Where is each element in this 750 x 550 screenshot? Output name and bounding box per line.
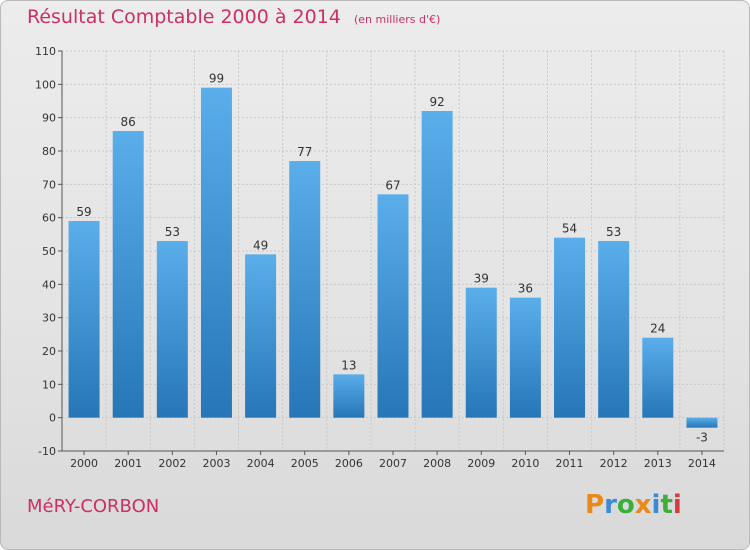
bar [245, 254, 277, 418]
logo-letter: x [634, 490, 652, 520]
x-tick-label: 2008 [423, 457, 451, 470]
bar [68, 221, 100, 418]
x-tick-label: 2001 [114, 457, 142, 470]
data-label: 39 [474, 272, 489, 286]
bar [289, 161, 321, 418]
x-tick-label: 2012 [600, 457, 628, 470]
data-label: 53 [165, 225, 180, 239]
data-label: 24 [650, 322, 665, 336]
y-tick-label: 60 [42, 212, 56, 225]
bars [68, 87, 718, 428]
y-tick-label: 90 [42, 112, 56, 125]
data-label: 77 [297, 145, 312, 159]
x-tick-label: 2006 [335, 457, 363, 470]
bar [686, 417, 718, 428]
y-tick-label: 70 [42, 178, 56, 191]
x-tick-label: 2004 [247, 457, 275, 470]
data-label: 59 [76, 205, 91, 219]
y-tick-label: 30 [42, 312, 56, 325]
bar [377, 194, 409, 418]
y-tick-label: 100 [35, 78, 56, 91]
bar [598, 241, 630, 418]
logo-letter: r [604, 490, 617, 520]
bar [554, 237, 586, 418]
bar [465, 287, 497, 418]
x-tick-label: 2011 [556, 457, 584, 470]
data-label: 54 [562, 222, 577, 236]
data-label: 36 [518, 282, 533, 296]
x-tick-label: 2013 [644, 457, 672, 470]
bar [421, 111, 453, 418]
data-label: 49 [253, 238, 268, 252]
chart-title: Résultat Comptable 2000 à 2014 [27, 6, 341, 28]
chart-subtitle: (en milliers d'€) [353, 13, 441, 26]
y-tick-label: 80 [42, 145, 56, 158]
y-tick-label: -10 [38, 445, 56, 458]
x-tick-label: 2003 [202, 457, 230, 470]
x-tick-label: 2000 [70, 457, 98, 470]
logo-letter: t [660, 490, 673, 520]
chart-header: Résultat Comptable 2000 à 2014 (en milli… [27, 6, 440, 28]
x-tick-label: 2002 [158, 457, 186, 470]
commune-name: MéRY-CORBON [27, 496, 160, 517]
bar [642, 337, 674, 418]
y-tick-label: 10 [42, 378, 56, 391]
y-tick-label: 110 [35, 45, 56, 58]
data-label: 53 [606, 225, 621, 239]
bar [156, 241, 188, 418]
y-tick-label: 0 [49, 412, 56, 425]
data-label: 86 [121, 115, 136, 129]
data-label: 92 [429, 95, 444, 109]
data-label: -3 [696, 431, 708, 445]
data-label: 99 [209, 72, 224, 86]
bar [509, 297, 541, 418]
x-tick-label: 2010 [511, 457, 539, 470]
logo-letter: P [585, 490, 605, 520]
axes: -10 0 10 20 30 40 50 60 70 80 90 100 110 2000 2001 2002… [35, 45, 724, 470]
data-labels: 59 86 53 99 49 77 13 67 92 39 36 54 53 24 -3 [76, 72, 707, 445]
bar [333, 374, 365, 418]
data-label: 13 [341, 358, 356, 372]
y-tick-label: 20 [42, 345, 56, 358]
proxiti-logo[interactable]: Proxiti [585, 490, 682, 520]
bar [112, 131, 144, 418]
x-tick-label: 2005 [291, 457, 319, 470]
data-label: 67 [385, 178, 400, 192]
y-tick-label: 50 [42, 245, 56, 258]
logo-letter: i [672, 490, 682, 520]
y-tick-label: 40 [42, 278, 56, 291]
x-tick-label: 2014 [688, 457, 716, 470]
x-tick-label: 2009 [467, 457, 495, 470]
logo-letter: i [651, 490, 661, 520]
logo-letter: o [616, 490, 635, 520]
x-tick-label: 2007 [379, 457, 407, 470]
bar [200, 87, 232, 418]
gridlines [61, 50, 725, 452]
